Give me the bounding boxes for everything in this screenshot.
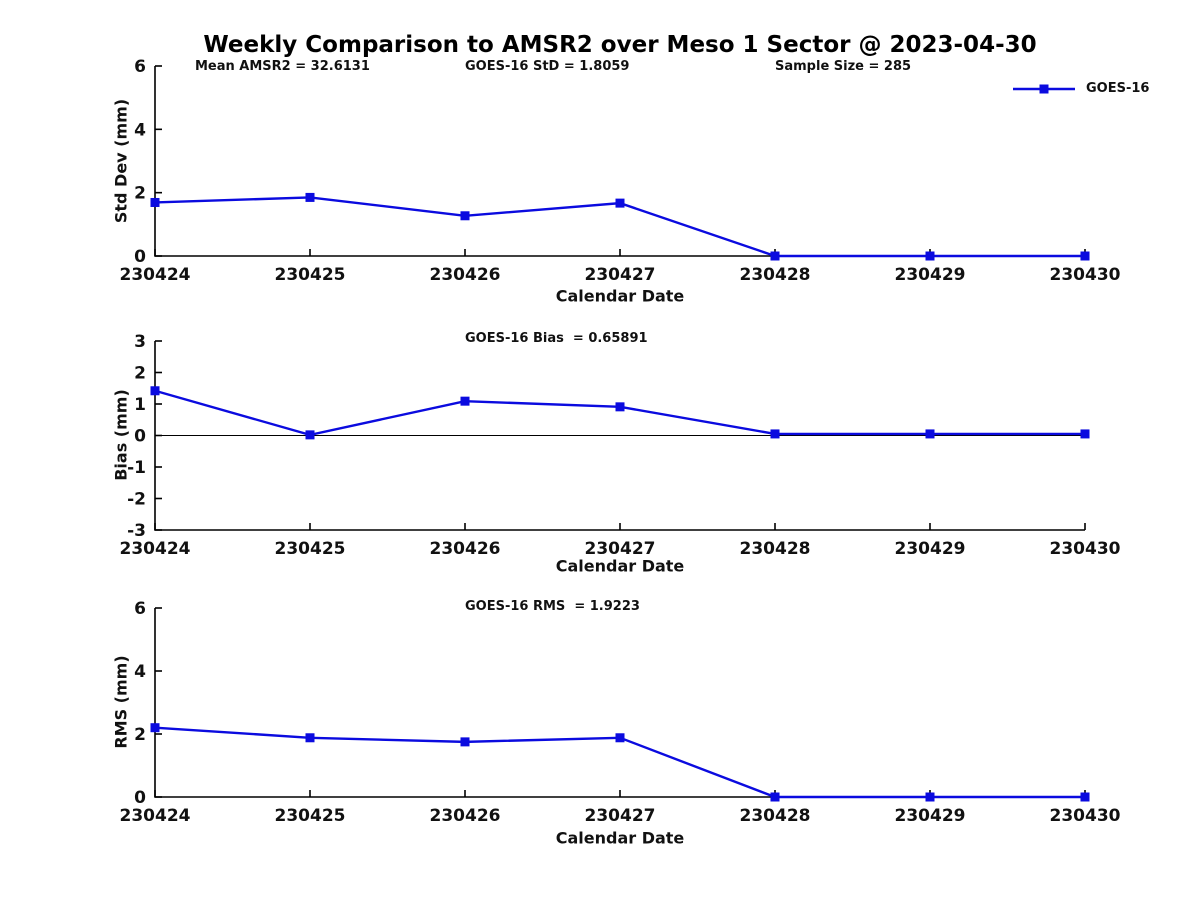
data-marker <box>150 723 160 733</box>
x-axis-label-2: Calendar Date <box>555 556 685 576</box>
data-marker <box>770 251 780 261</box>
x-tick-label: 230425 <box>275 265 346 285</box>
y-axis-label-std-dev: Std Dev (mm) <box>111 98 131 224</box>
data-marker <box>615 733 625 743</box>
y-tick-label: -3 <box>127 521 146 541</box>
x-tick-label: 230428 <box>740 539 811 559</box>
chart-panel-rms: 0 2 4 6 230424 230425 230426 230427 230428 230429… <box>120 599 1121 826</box>
data-marker <box>460 211 470 221</box>
x-tick-label: 230427 <box>585 265 656 285</box>
data-marker <box>1080 792 1090 802</box>
y-tick-label: 3 <box>134 332 146 352</box>
y-axis-label-bias: Bias (mm) <box>111 389 131 481</box>
x-tick-label: 230424 <box>120 539 191 559</box>
y-tick-label: 2 <box>134 184 146 204</box>
x-tick-label: 230425 <box>275 806 346 826</box>
data-marker <box>305 430 315 440</box>
data-marker <box>305 192 315 202</box>
data-marker <box>150 386 160 396</box>
x-tick-label: 230426 <box>430 806 501 826</box>
x-tick-label: 230424 <box>120 265 191 285</box>
y-tick-label: 0 <box>134 247 146 267</box>
x-tick-label: 230427 <box>585 806 656 826</box>
data-marker <box>770 792 780 802</box>
data-marker <box>150 197 160 207</box>
data-marker <box>925 792 935 802</box>
y-tick-label: 1 <box>134 395 146 415</box>
data-line-GOES-16 <box>154 389 1085 437</box>
data-marker <box>615 402 625 412</box>
x-tick-label: 230429 <box>895 539 966 559</box>
x-tick-label: 230430 <box>1050 265 1121 285</box>
y-tick-label: 0 <box>134 788 146 808</box>
x-axis-label-3: Calendar Date <box>555 828 685 848</box>
x-tick-label: 230430 <box>1050 806 1121 826</box>
rms-subtitle: GOES-16 RMS = 1.9223 <box>465 599 640 614</box>
axis-line <box>154 66 1085 257</box>
x-tick-label: 230429 <box>895 265 966 285</box>
x-axis-label-1: Calendar Date <box>555 286 685 306</box>
y-tick-label: 6 <box>134 599 146 619</box>
y-tick-label: 4 <box>134 662 146 682</box>
y-tick-label: 4 <box>134 120 146 140</box>
data-marker <box>460 737 470 747</box>
y-tick-label: 6 <box>134 57 146 77</box>
x-tick-label: 230426 <box>430 539 501 559</box>
x-tick-label: 230424 <box>120 806 191 826</box>
data-marker <box>460 396 470 406</box>
annotation-goes16-std: GOES-16 StD = 1.8059 <box>465 59 630 74</box>
y-tick-label: -2 <box>127 490 146 510</box>
legend-line-sample-icon <box>1013 84 1075 93</box>
chart-panel-bias: -3 -2 -1 0 1 2 3 230424 230425 230426 230427 230428… <box>120 332 1121 559</box>
annotation-sample-size: Sample Size = 285 <box>775 59 912 74</box>
x-tick-label: 230430 <box>1050 539 1121 559</box>
bias-subtitle: GOES-16 Bias = 0.65891 <box>465 331 648 346</box>
annotation-mean-amsr2: Mean AMSR2 = 32.6131 <box>195 59 370 74</box>
y-tick-label: 2 <box>134 725 146 745</box>
data-marker <box>925 429 935 439</box>
data-marker <box>615 198 625 208</box>
x-tick-label: 230429 <box>895 806 966 826</box>
y-axis-label-rms: RMS (mm) <box>111 655 131 749</box>
x-tick-label: 230428 <box>740 806 811 826</box>
y-tick-label: -1 <box>127 458 146 478</box>
x-tick-label: 230425 <box>275 539 346 559</box>
y-tick-label: 2 <box>134 364 146 384</box>
x-tick-label: 230427 <box>585 539 656 559</box>
figure-title: Weekly Comparison to AMSR2 over Meso 1 S… <box>203 32 1037 58</box>
data-marker <box>770 429 780 439</box>
y-tick-label: 0 <box>134 427 146 447</box>
data-marker <box>305 733 315 743</box>
chart-panel-std-dev: 0 2 4 6 230424 230425 230426 230427 230428 230429… <box>120 57 1121 285</box>
x-tick-label: 230428 <box>740 265 811 285</box>
legend: GOES-16 <box>1012 81 1149 96</box>
legend-label: GOES-16 <box>1086 81 1150 96</box>
data-marker <box>1080 251 1090 261</box>
data-marker <box>925 251 935 261</box>
x-tick-label: 230426 <box>430 265 501 285</box>
axis-line <box>154 608 1085 798</box>
data-marker <box>1080 429 1090 439</box>
